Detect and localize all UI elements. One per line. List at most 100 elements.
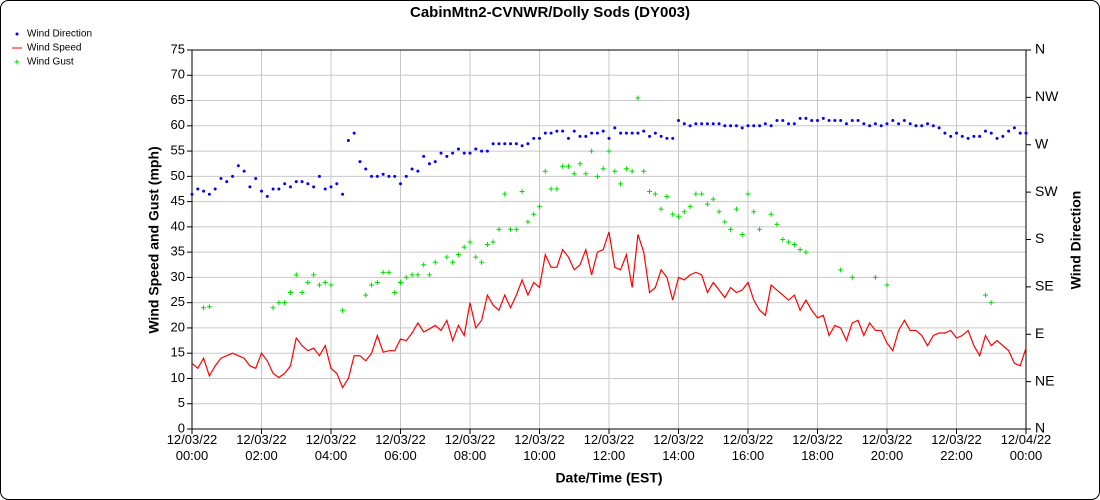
legend-label: Wind Gust <box>27 57 74 68</box>
direction-point <box>323 187 327 191</box>
direction-point <box>688 124 692 128</box>
direction-point <box>300 180 304 184</box>
direction-point <box>566 136 570 140</box>
gust-point <box>733 206 739 212</box>
direction-point <box>445 154 449 158</box>
gust-point <box>398 279 403 285</box>
direction-point <box>393 174 397 178</box>
direction-point <box>769 124 773 128</box>
y-tick-label: 20 <box>171 319 185 334</box>
x-tick-label: 12/03/22 02:00 <box>236 432 287 463</box>
direction-point <box>549 131 553 135</box>
direction-point <box>439 151 443 155</box>
direction-point <box>1018 131 1022 135</box>
direction-point <box>960 134 964 138</box>
x-tick-label: 12/03/22 22:00 <box>931 432 982 463</box>
gust-point <box>455 252 461 258</box>
y2-tick-label: E <box>1035 325 1044 341</box>
direction-point <box>514 142 518 146</box>
direction-point <box>219 176 223 180</box>
direction-point <box>792 122 796 126</box>
direction-point <box>231 174 235 178</box>
direction-point <box>752 124 756 128</box>
direction-point <box>543 131 547 135</box>
y-tick-label: 65 <box>171 92 185 107</box>
direction-point <box>619 131 623 135</box>
gust-point <box>479 259 485 265</box>
direction-point <box>734 124 738 128</box>
direction-point <box>648 134 652 138</box>
chart-title: CabinMtn2-CVNWR/Dolly Sods (DY003) <box>410 4 690 21</box>
direction-point <box>509 142 513 146</box>
gust-point <box>681 209 687 215</box>
y-tick-label: 10 <box>171 370 185 385</box>
gust-point <box>386 269 392 275</box>
direction-point <box>485 149 489 153</box>
direction-point <box>381 172 385 176</box>
direction-point <box>723 124 727 128</box>
direction-point <box>352 131 356 135</box>
y2-tick-label: SW <box>1035 183 1058 199</box>
y-tick-label: 60 <box>171 117 185 132</box>
direction-point <box>561 129 565 133</box>
gust-point <box>618 181 624 187</box>
y-tick-label: 25 <box>171 294 185 309</box>
gust-point <box>282 300 288 306</box>
y-tick-label: 70 <box>171 67 185 82</box>
direction-point <box>1024 131 1028 135</box>
direction-point <box>955 131 958 135</box>
x-tick-label: 12/03/22 12:00 <box>584 432 635 463</box>
gust-point <box>276 300 282 306</box>
direction-point <box>462 151 466 155</box>
gust-point <box>786 239 792 245</box>
direction-point <box>341 192 345 196</box>
gust-point <box>426 272 432 278</box>
direction-point <box>601 129 605 133</box>
gust-point <box>710 196 716 202</box>
legend-label: Wind Direction <box>27 29 92 40</box>
gust-point <box>531 211 537 217</box>
direction-point <box>711 122 715 126</box>
direction-point <box>370 174 374 178</box>
gust-point <box>849 274 855 280</box>
gust-point <box>577 161 583 167</box>
gust-point <box>305 279 311 285</box>
direction-point <box>978 134 982 138</box>
gust-point <box>745 191 751 197</box>
direction-point <box>758 124 762 128</box>
direction-point <box>399 182 402 186</box>
gust-point <box>369 282 375 288</box>
direction-point <box>422 154 426 158</box>
gust-point <box>687 204 693 210</box>
gust-point <box>270 305 276 311</box>
x-tick-label: 12/03/22 00:00 <box>167 432 218 463</box>
direction-point <box>700 122 704 126</box>
direction-point <box>213 187 217 191</box>
y-tick-label: 55 <box>171 143 185 158</box>
direction-point <box>491 142 495 146</box>
direction-point <box>306 182 310 186</box>
gust-point <box>635 95 641 101</box>
direction-point <box>694 122 698 126</box>
direction-point <box>862 122 866 126</box>
direction-point <box>816 119 819 123</box>
gust-point <box>594 173 600 179</box>
gust-point <box>287 290 293 296</box>
gust-point <box>467 239 473 245</box>
gust-point <box>571 171 577 177</box>
direction-point <box>236 164 240 168</box>
direction-point <box>931 124 935 128</box>
direction-point <box>265 194 269 198</box>
y-tick-label: 5 <box>178 395 185 410</box>
gust-point <box>739 231 745 237</box>
gust-point <box>554 186 560 192</box>
gust-point <box>600 166 606 172</box>
direction-point <box>763 122 767 126</box>
direction-point <box>775 119 779 123</box>
direction-point <box>1012 126 1016 130</box>
gust-point <box>328 282 334 288</box>
gust-point <box>490 239 496 245</box>
gust-point <box>838 267 844 273</box>
y2-tick-label: N <box>1035 41 1045 57</box>
